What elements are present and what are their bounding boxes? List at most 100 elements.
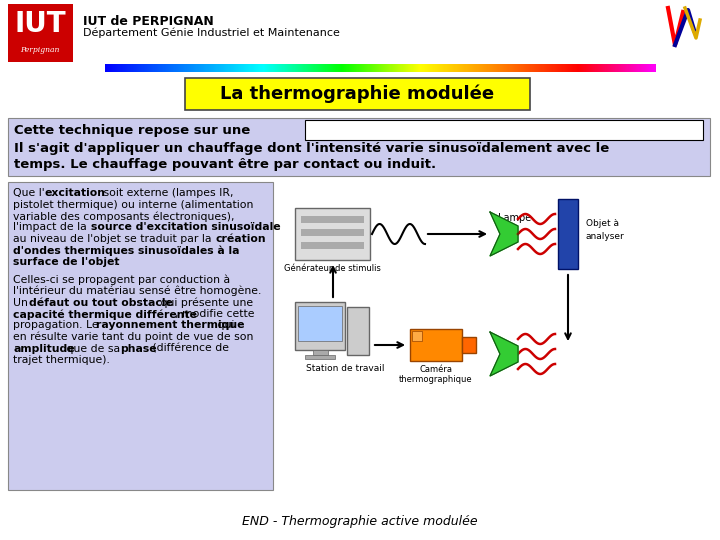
Text: Cette technique repose sur une: Cette technique repose sur une: [14, 124, 251, 137]
Bar: [595, 64, 597, 72]
Bar: [541, 64, 542, 72]
Bar: [564, 64, 566, 72]
Bar: [400, 64, 401, 72]
Bar: [643, 64, 644, 72]
Bar: [630, 64, 631, 72]
Text: soit externe (lampes IR,: soit externe (lampes IR,: [100, 188, 234, 198]
Bar: [602, 64, 603, 72]
Bar: [261, 64, 262, 72]
Bar: [405, 64, 406, 72]
Bar: [233, 64, 235, 72]
Bar: [244, 64, 246, 72]
Bar: [369, 64, 370, 72]
Bar: [469, 64, 470, 72]
Text: Il s'agit d'appliquer un chauffage dont l'intensité varie sinusoïdalement avec l: Il s'agit d'appliquer un chauffage dont …: [14, 142, 609, 155]
Bar: [282, 64, 283, 72]
Bar: [126, 64, 127, 72]
Bar: [130, 64, 132, 72]
Bar: [352, 64, 354, 72]
Bar: [287, 64, 289, 72]
Bar: [534, 64, 536, 72]
Bar: [654, 64, 655, 72]
Bar: [419, 64, 420, 72]
Bar: [531, 64, 533, 72]
Bar: [398, 64, 400, 72]
Bar: [334, 64, 336, 72]
Bar: [521, 64, 523, 72]
Bar: [242, 64, 243, 72]
Bar: [412, 331, 422, 341]
Bar: [301, 64, 303, 72]
Bar: [230, 64, 233, 72]
Bar: [612, 64, 613, 72]
Bar: [623, 64, 625, 72]
Bar: [325, 64, 327, 72]
Bar: [170, 64, 171, 72]
Bar: [444, 64, 446, 72]
Bar: [294, 64, 295, 72]
Bar: [256, 64, 258, 72]
Bar: [149, 64, 150, 72]
Bar: [367, 64, 369, 72]
Bar: [569, 64, 571, 72]
Bar: [636, 64, 638, 72]
Text: surface de l'objet: surface de l'objet: [13, 257, 120, 267]
Bar: [263, 64, 264, 72]
Bar: [176, 64, 177, 72]
Bar: [235, 64, 237, 72]
Bar: [411, 64, 413, 72]
Bar: [620, 64, 621, 72]
Bar: [338, 64, 339, 72]
Bar: [467, 64, 468, 72]
Text: l'impact de la: l'impact de la: [13, 222, 90, 233]
Text: Département Génie Industriel et Maintenance: Département Génie Industriel et Maintena…: [83, 28, 340, 38]
Bar: [384, 64, 385, 72]
Bar: [646, 64, 648, 72]
Bar: [274, 64, 275, 72]
Text: en résulte varie tant du point de vue de son: en résulte varie tant du point de vue de…: [13, 332, 253, 342]
Bar: [341, 64, 343, 72]
Bar: [562, 64, 563, 72]
Bar: [359, 64, 361, 72]
Bar: [653, 64, 654, 72]
Bar: [582, 64, 584, 72]
Bar: [500, 64, 501, 72]
Bar: [647, 64, 649, 72]
Bar: [354, 64, 356, 72]
Bar: [409, 64, 411, 72]
Bar: [454, 64, 456, 72]
Bar: [271, 64, 273, 72]
Bar: [340, 64, 341, 72]
Bar: [392, 64, 395, 72]
Polygon shape: [490, 332, 518, 376]
Bar: [286, 64, 287, 72]
Bar: [407, 64, 409, 72]
Bar: [296, 64, 297, 72]
Bar: [238, 64, 239, 72]
Bar: [312, 64, 314, 72]
Bar: [315, 64, 316, 72]
Bar: [461, 64, 463, 72]
Bar: [164, 64, 166, 72]
Bar: [641, 64, 642, 72]
Bar: [276, 64, 277, 72]
Bar: [167, 64, 168, 72]
Bar: [535, 64, 536, 72]
Bar: [417, 64, 418, 72]
Bar: [136, 64, 138, 72]
Bar: [649, 64, 651, 72]
Text: Perpignan: Perpignan: [20, 46, 60, 54]
Bar: [396, 64, 397, 72]
Bar: [174, 64, 176, 72]
Bar: [127, 64, 129, 72]
Bar: [313, 64, 315, 72]
Bar: [162, 64, 164, 72]
Bar: [344, 64, 346, 72]
Bar: [270, 64, 272, 72]
Bar: [492, 64, 493, 72]
Bar: [564, 64, 565, 72]
Bar: [416, 64, 418, 72]
Text: rayonnement thermique: rayonnement thermique: [96, 321, 245, 330]
Bar: [189, 64, 190, 72]
Bar: [324, 64, 326, 72]
